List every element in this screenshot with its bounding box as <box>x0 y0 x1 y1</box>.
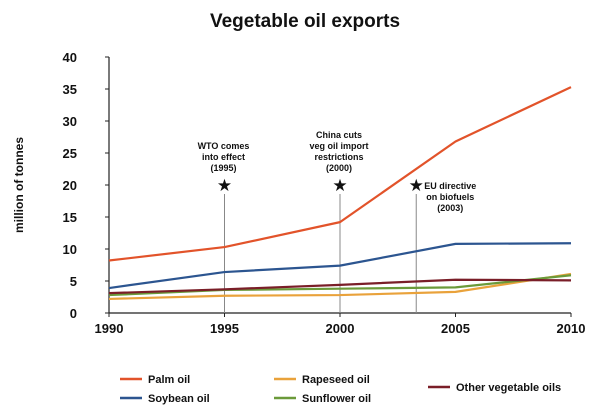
legend-label: Palm oil <box>148 374 190 386</box>
y-tick-label: 35 <box>63 82 77 97</box>
legend: Palm oil Soybean oil Rapeseed oil Sunflower… <box>120 374 561 405</box>
legend-label: Soybean oil <box>148 393 210 405</box>
y-tick-label: 40 <box>63 50 77 65</box>
legend-label: Other vegetable oils <box>456 382 561 394</box>
annotation-text: into effect <box>202 152 245 162</box>
annotation-text: on biofuels <box>426 192 474 202</box>
annotation-text: veg oil import <box>309 141 368 151</box>
star-icon: ★ <box>217 176 232 196</box>
y-tick-label: 30 <box>63 114 77 129</box>
y-tick-label: 5 <box>70 274 77 289</box>
annotation-text: restrictions <box>314 152 363 162</box>
chart-title: Vegetable oil exports <box>210 11 400 32</box>
annotation-text: EU directive <box>424 181 476 191</box>
y-axis-label: million of tonnes <box>12 137 26 233</box>
annotation-text: WTO comes <box>198 141 250 151</box>
x-tick-label: 2005 <box>441 321 470 336</box>
legend-label: Sunflower oil <box>302 393 371 405</box>
star-icon: ★ <box>332 176 347 196</box>
series-lines <box>108 86 572 301</box>
x-tick-label: 1995 <box>210 321 239 336</box>
x-tick-label: 2000 <box>326 321 355 336</box>
x-tick-label: 2010 <box>557 321 586 336</box>
y-tick-label: 25 <box>63 146 77 161</box>
annotation-text: (2000) <box>326 163 352 173</box>
y-tick-label: 10 <box>63 242 77 257</box>
y-tick-label: 15 <box>63 210 77 225</box>
legend-label: Rapeseed oil <box>302 374 370 386</box>
axes: 0 5 10 15 20 25 30 35 40 1990 1995 2000 2005 2010 <box>63 50 586 336</box>
y-tick-label: 20 <box>63 178 77 193</box>
y-tick-label: 0 <box>70 306 77 321</box>
star-icon: ★ <box>409 176 424 196</box>
annotation-text: (1995) <box>210 163 236 173</box>
annotation-text: China cuts <box>316 130 362 140</box>
x-tick-label: 1990 <box>95 321 124 336</box>
annotation-text: (2003) <box>437 203 463 213</box>
